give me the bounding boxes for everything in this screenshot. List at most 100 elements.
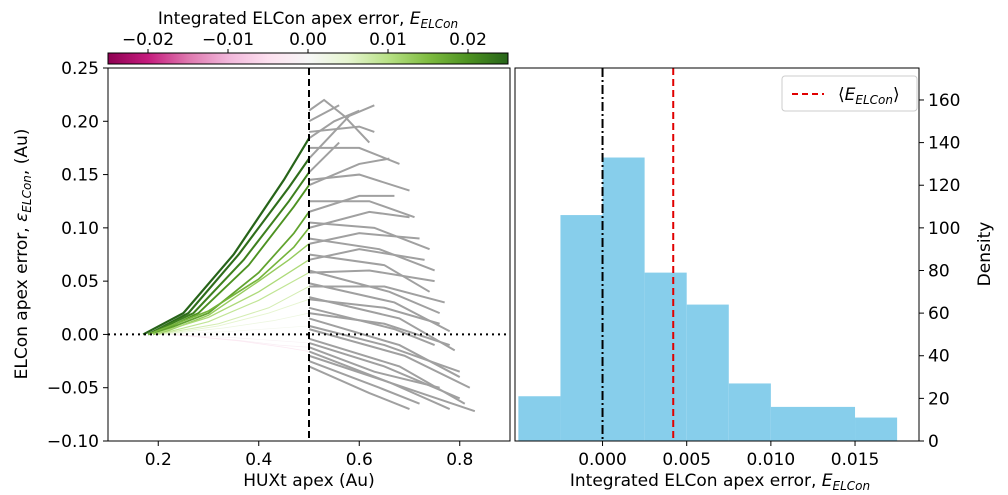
series-line-after-apex: [308, 317, 461, 378]
right-x-tick-label: 0.015: [831, 450, 880, 470]
right-y-tick-label: 160: [928, 91, 960, 111]
right-y-tick-label: 0: [928, 432, 939, 452]
series-line-after-apex: [308, 365, 410, 410]
colorbar-gradient: [107, 52, 509, 65]
series-line-after-apex: [308, 282, 451, 333]
series-line-after-apex: [308, 210, 410, 229]
left-y-tick-label: 0.15: [61, 166, 99, 186]
right-y-tick-label: 60: [928, 304, 950, 324]
right-y-tick-label: 100: [928, 219, 960, 239]
right-axes-frame: [514, 67, 920, 442]
left-y-tick-label: 0.05: [61, 272, 99, 292]
right-x-axis-label: Integrated ELCon apex error, EELCon: [570, 471, 870, 493]
series-line-after-apex: [308, 248, 425, 261]
series-line-before-apex: [147, 171, 310, 336]
left-y-tick-label: 0.20: [61, 112, 99, 132]
series-line-after-apex: [308, 253, 431, 293]
histogram-bar: [560, 215, 603, 441]
series-line-before-apex: [147, 157, 310, 336]
series-line-after-apex: [309, 285, 445, 304]
series-line-before-apex: [168, 325, 310, 335]
left-x-tick-label: 0.4: [245, 450, 272, 470]
series-line-after-apex: [308, 194, 395, 213]
colorbar-tick-label: −0.01: [202, 30, 254, 50]
histogram-bar: [602, 157, 645, 441]
series-line-before-apex: [152, 211, 310, 336]
left-y-tick-label: 0.25: [61, 59, 99, 79]
series-line-after-apex: [308, 354, 451, 410]
right-y-axis-label: Density: [975, 222, 995, 287]
series-line-after-apex: [308, 328, 471, 389]
right-y-ticks: 0 20 40 60 80 100 120 140 160: [919, 91, 960, 452]
colorbar: Integrated ELCon apex error, EELCon −0.0…: [107, 9, 509, 65]
histogram-bars: [518, 157, 898, 441]
left-x-tick-label: 0.2: [145, 450, 172, 470]
series-line-after-apex: [309, 146, 400, 165]
left-y-tick-label: −0.05: [47, 379, 99, 399]
legend-box: [781, 75, 918, 112]
series-line-before-apex: [173, 334, 310, 352]
right-y-tick-label: 20: [928, 389, 950, 409]
right-panel: 0.000 0.005 0.010 0.015 0 20 40 60 80 100 120 140 1…: [514, 67, 995, 493]
left-series-lines: [142, 98, 476, 413]
histogram-bar: [644, 272, 687, 441]
series-line-after-apex: [308, 269, 441, 315]
right-reference-lines: [601, 68, 675, 441]
series-line-before-apex: [158, 272, 310, 336]
series-line-after-apex: [308, 173, 410, 192]
series-line-before-apex: [168, 334, 310, 344]
series-line-before-apex: [163, 312, 310, 335]
series-line-after-apex: [309, 200, 415, 219]
right-y-tick-label: 40: [928, 347, 950, 367]
left-y-tick-label: −0.10: [47, 432, 99, 452]
right-x-ticks: 0.000 0.005 0.010 0.015: [578, 441, 879, 470]
series-line-after-apex: [308, 104, 375, 160]
histogram-bar: [770, 406, 856, 441]
series-line-after-apex: [308, 360, 420, 405]
left-y-tick-label: 0.10: [61, 219, 99, 239]
series-line-before-apex: [142, 137, 310, 336]
series-line-after-apex: [308, 269, 435, 283]
series-line-after-apex: [308, 337, 466, 405]
series-line-after-apex: [308, 104, 340, 123]
series-line-after-apex: [308, 237, 435, 272]
series-line-before-apex: [147, 227, 310, 336]
left-axes-frame: [107, 67, 511, 442]
series-line-after-apex: [308, 306, 435, 347]
left-y-tick-label: 0.00: [61, 325, 99, 345]
left-y-ticks: −0.10 −0.05 0.00 0.05 0.10 0.15 0.20 0.25: [47, 59, 108, 452]
right-y-tick-label: 80: [928, 261, 950, 281]
series-line-before-apex: [153, 259, 310, 336]
series-line-before-apex: [157, 243, 310, 336]
colorbar-ticks: −0.02 −0.01 0.00 0.01 0.02: [122, 30, 487, 53]
histogram-bar: [728, 383, 771, 441]
series-line-after-apex: [308, 221, 430, 251]
colorbar-tick-label: 0.00: [289, 30, 327, 50]
series-line-before-apex: [163, 298, 310, 335]
left-x-ticks: 0.2 0.4 0.6 0.8: [145, 441, 473, 470]
right-x-tick-label: 0.005: [662, 450, 711, 470]
series-line-after-apex: [308, 341, 461, 400]
series-line-after-apex: [308, 346, 440, 389]
series-line-before-apex: [158, 286, 310, 335]
left-x-axis-label: HUXt apex (Au): [243, 471, 374, 491]
right-x-tick-label: 0.000: [578, 450, 627, 470]
left-x-tick-label: 0.8: [446, 450, 473, 470]
left-reference-overlays: [108, 68, 510, 441]
series-line-after-apex: [308, 312, 451, 347]
right-y-tick-label: 140: [928, 134, 960, 154]
histogram-bar: [518, 396, 561, 441]
left-x-tick-label: 0.6: [346, 450, 373, 470]
histogram-bar: [855, 417, 898, 441]
colorbar-title: Integrated ELCon apex error, EELCon: [158, 9, 458, 31]
legend: ⟨EELCon⟩: [781, 75, 918, 112]
colorbar-tick-label: 0.01: [369, 30, 407, 50]
colorbar-tick-label: −0.02: [122, 30, 174, 50]
right-y-tick-label: 120: [928, 176, 960, 196]
left-panel: 0.2 0.4 0.6 0.8 −0.10 −0.05 0.00 0.05 0.10 0.15 0…: [12, 59, 511, 491]
histogram-bar: [686, 304, 729, 441]
series-line-after-apex: [308, 125, 375, 133]
left-y-axis-label: ELCon apex error, εELCon, (Au): [12, 129, 34, 380]
legend-entry-label: ⟨EELCon⟩: [838, 85, 900, 107]
